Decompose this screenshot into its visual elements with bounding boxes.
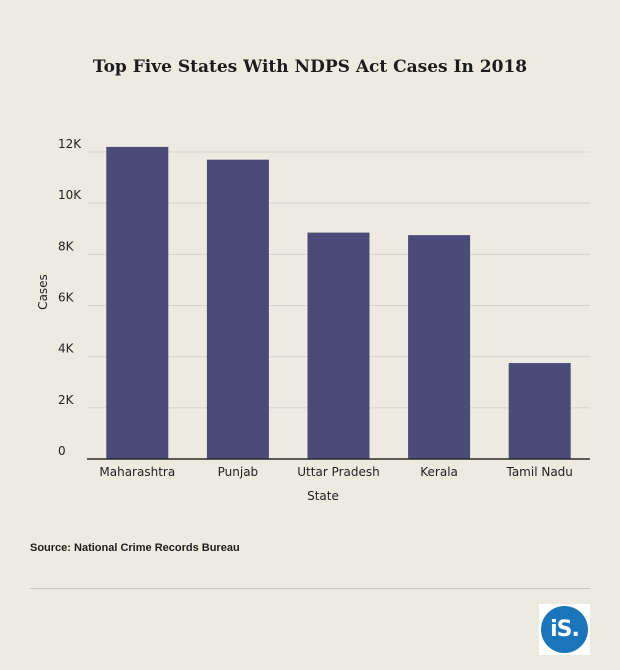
footer-divider (30, 588, 590, 589)
x-tick-label: Maharashtra (99, 465, 175, 479)
bar-chart: 0 2K 4K 6K 8K 10K 12K Maharashtra Punjab Uttar P… (36, 137, 590, 503)
logo-mark: iS. (541, 606, 588, 653)
bars (106, 146, 571, 460)
y-axis-ticks: 0 2K 4K 6K 8K 10K 12K (58, 137, 82, 458)
x-axis-label: State (307, 489, 339, 503)
bar-tamil-nadu (508, 363, 571, 459)
y-axis-label: Cases (36, 274, 50, 310)
y-tick-label: 2K (58, 393, 75, 407)
bar-uttar-pradesh (307, 232, 370, 459)
bar-maharashtra (106, 146, 169, 459)
indiaspend-logo: iS. (539, 604, 590, 655)
y-tick-label: 4K (58, 342, 75, 356)
x-tick-label: Uttar Pradesh (297, 465, 379, 479)
x-tick-label: Kerala (420, 465, 458, 479)
x-tick-label: Punjab (218, 465, 259, 479)
y-tick-label: 10K (58, 188, 82, 202)
x-tick-label: Tamil Nadu (505, 465, 572, 479)
y-tick-label: 0 (58, 444, 66, 458)
source-note: Source: National Crime Records Bureau (30, 542, 240, 554)
bar-kerala (408, 235, 471, 459)
x-axis-ticks: Maharashtra Punjab Uttar Pradesh Kerala Tami… (99, 465, 573, 479)
y-tick-label: 8K (58, 239, 75, 253)
y-tick-label: 6K (58, 291, 75, 305)
bar-punjab (206, 159, 269, 460)
chart-title: Top Five States With NDPS Act Cases In 2… (92, 57, 528, 77)
y-tick-label: 12K (58, 137, 82, 151)
